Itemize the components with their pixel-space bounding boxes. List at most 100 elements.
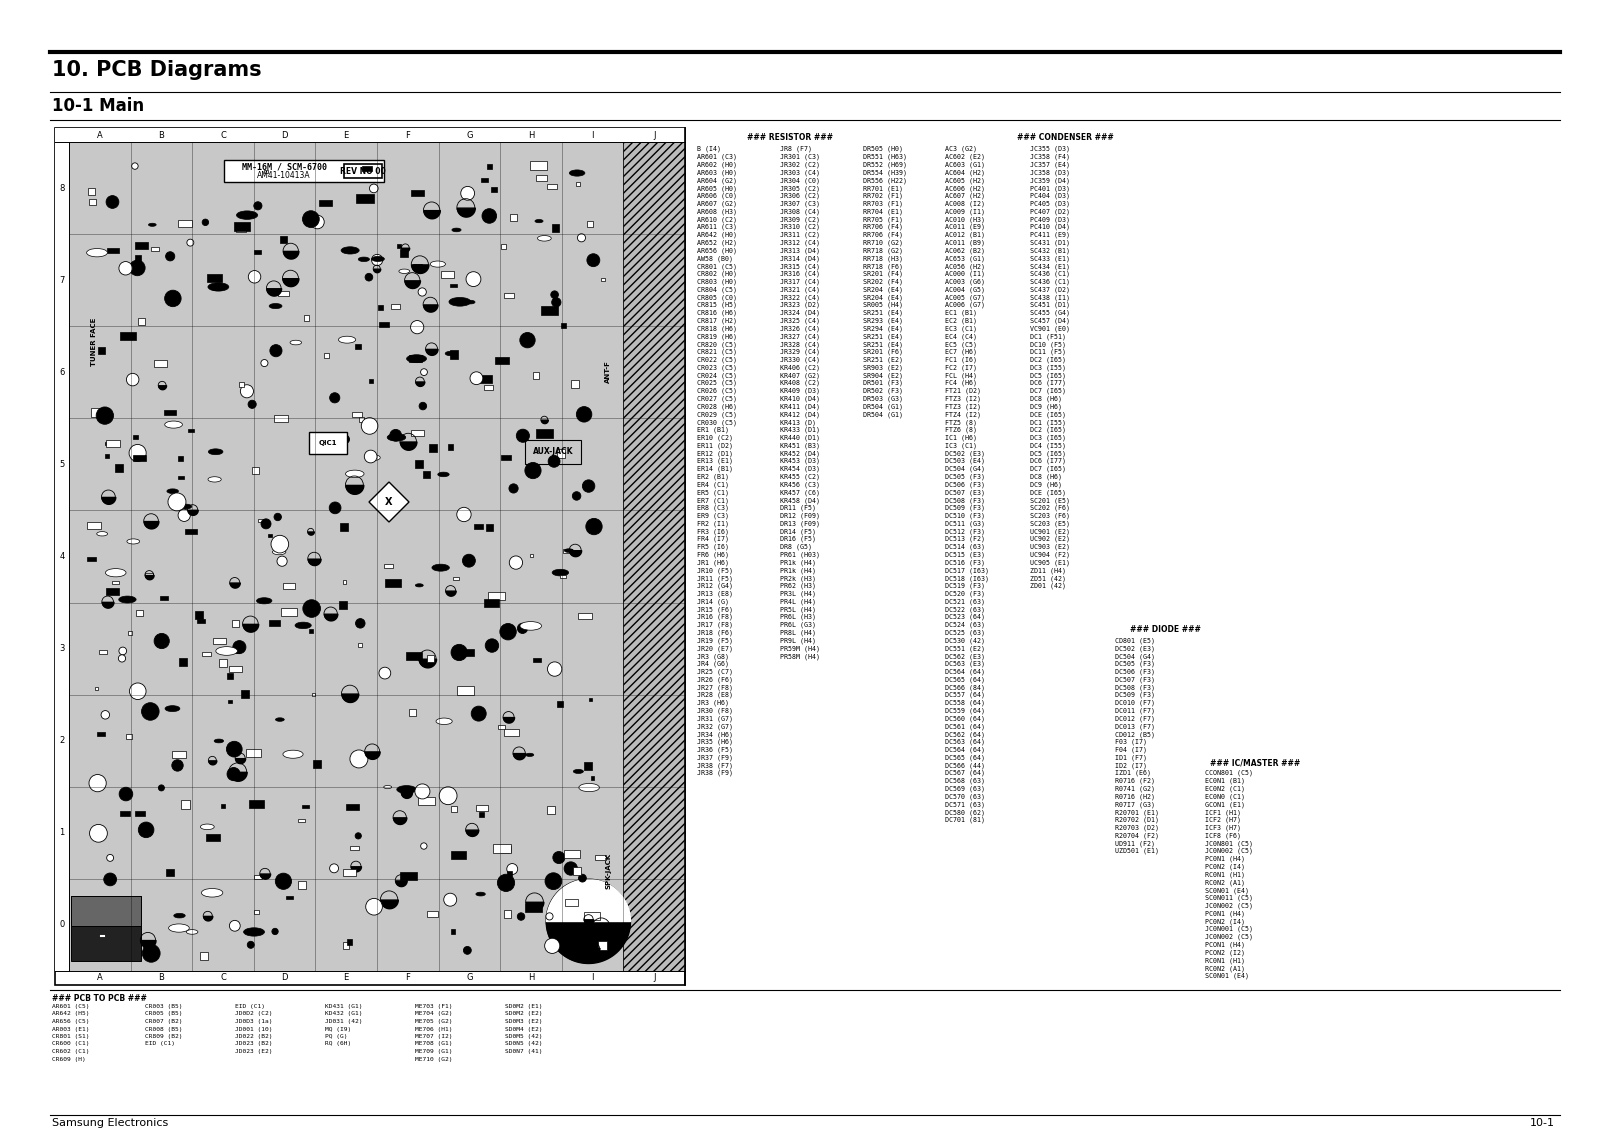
Circle shape (96, 408, 114, 424)
Text: SC202 (F6): SC202 (F6) (1030, 505, 1070, 512)
Text: DC566 (84): DC566 (84) (946, 684, 986, 691)
Bar (536, 429, 554, 437)
Text: RR701 (E1): RR701 (E1) (862, 185, 902, 191)
Bar (234, 222, 250, 231)
Text: DR552 (H69): DR552 (H69) (862, 162, 907, 168)
Circle shape (154, 634, 170, 649)
Text: PC404 (D3): PC404 (D3) (1030, 192, 1070, 199)
Text: KD432 (G1): KD432 (G1) (325, 1012, 363, 1017)
Text: IC1 (H6): IC1 (H6) (946, 435, 978, 441)
Text: SC203 (F6): SC203 (F6) (1030, 513, 1070, 520)
Text: GCON1 (E1): GCON1 (E1) (1205, 801, 1245, 808)
Circle shape (370, 185, 378, 192)
Text: PR62 (H3): PR62 (H3) (781, 583, 816, 590)
Text: DC564 (64): DC564 (64) (946, 747, 986, 753)
Text: H: H (528, 974, 534, 983)
Bar (459, 649, 474, 657)
Text: R20704 (F2): R20704 (F2) (1115, 832, 1158, 839)
Text: EC7 (H6): EC7 (H6) (946, 349, 978, 355)
Circle shape (131, 163, 138, 170)
Circle shape (227, 767, 240, 781)
Text: CR809 (B2): CR809 (B2) (146, 1034, 182, 1039)
Bar (144, 943, 147, 946)
Text: 2: 2 (59, 736, 64, 745)
Bar (181, 800, 190, 809)
Bar (106, 441, 112, 445)
Text: AC3 (G2): AC3 (G2) (946, 146, 978, 153)
Text: JR36 (F5): JR36 (F5) (698, 747, 733, 753)
Text: JR14 (G): JR14 (G) (698, 599, 730, 604)
Bar (450, 351, 458, 359)
Bar (563, 850, 581, 858)
Ellipse shape (450, 298, 470, 306)
Text: JR1 (H6): JR1 (H6) (698, 559, 730, 566)
Text: CR007 (B2): CR007 (B2) (146, 1019, 182, 1024)
Text: EC2 (B1): EC2 (B1) (946, 318, 978, 324)
Text: KR451 (B3): KR451 (B3) (781, 443, 819, 449)
Ellipse shape (432, 564, 450, 572)
Text: ER11 (D2): ER11 (D2) (698, 443, 733, 449)
Text: 1: 1 (59, 829, 64, 838)
Bar (107, 248, 118, 254)
Text: 10-1: 10-1 (1530, 1118, 1555, 1127)
Ellipse shape (398, 269, 410, 274)
Text: PR6L (H3): PR6L (H3) (781, 614, 816, 620)
Text: DC505 (F3): DC505 (F3) (946, 473, 986, 480)
Circle shape (418, 288, 426, 297)
Text: F: F (405, 974, 410, 983)
Text: C: C (221, 974, 226, 983)
Circle shape (355, 833, 362, 839)
Text: EC0N0 (C1): EC0N0 (C1) (1205, 794, 1245, 800)
Text: SR293 (E4): SR293 (E4) (862, 318, 902, 324)
Text: JR305 (C2): JR305 (C2) (781, 185, 819, 191)
Text: CR805 (C0): CR805 (C0) (698, 294, 738, 301)
Bar (178, 475, 184, 479)
Bar (250, 800, 264, 808)
Bar (410, 710, 416, 717)
Bar (298, 881, 306, 889)
Text: PC401 (D3): PC401 (D3) (1030, 185, 1070, 191)
Ellipse shape (573, 770, 584, 773)
Bar (494, 357, 509, 365)
Bar (477, 805, 488, 811)
Text: RR718 (H3): RR718 (H3) (862, 255, 902, 261)
Circle shape (272, 928, 278, 935)
Text: JR329 (C4): JR329 (C4) (781, 349, 819, 355)
Text: JR308 (C4): JR308 (C4) (781, 208, 819, 215)
Circle shape (138, 822, 154, 838)
Text: CR022 (C5): CR022 (C5) (698, 357, 738, 363)
Ellipse shape (438, 472, 450, 477)
Ellipse shape (237, 211, 258, 220)
Bar (362, 166, 373, 171)
Text: PC407 (D2): PC407 (D2) (1030, 208, 1070, 215)
Circle shape (274, 513, 282, 521)
Text: JR326 (C4): JR326 (C4) (781, 325, 819, 332)
Bar (451, 929, 456, 934)
Bar (70, 897, 141, 961)
Bar (264, 170, 267, 173)
Ellipse shape (397, 786, 416, 794)
Text: JR312 (C4): JR312 (C4) (781, 240, 819, 246)
Bar (280, 235, 286, 243)
Bar (347, 940, 352, 945)
Text: JC0N002 (C5): JC0N002 (C5) (1205, 934, 1253, 941)
Text: A: A (98, 130, 102, 139)
Circle shape (362, 418, 378, 435)
Text: DC7 (I65): DC7 (I65) (1030, 465, 1066, 472)
Circle shape (390, 429, 402, 441)
Ellipse shape (451, 229, 461, 232)
Bar (525, 904, 541, 912)
Text: PC409 (D3): PC409 (D3) (1030, 216, 1070, 223)
Bar (94, 687, 98, 691)
Text: SC436 (C1): SC436 (C1) (1030, 278, 1070, 285)
Text: AC653 (G1): AC653 (G1) (946, 255, 986, 261)
Bar (229, 666, 242, 672)
Bar (622, 142, 685, 971)
Bar (451, 851, 466, 858)
Bar (106, 588, 120, 594)
Text: JC358 (D3): JC358 (D3) (1030, 170, 1070, 175)
Circle shape (158, 784, 165, 791)
Text: SC0N01 (E4): SC0N01 (E4) (1205, 887, 1250, 893)
Text: JD022 (B2): JD022 (B2) (235, 1034, 272, 1039)
Text: SC0N01 (E4): SC0N01 (E4) (1205, 972, 1250, 979)
